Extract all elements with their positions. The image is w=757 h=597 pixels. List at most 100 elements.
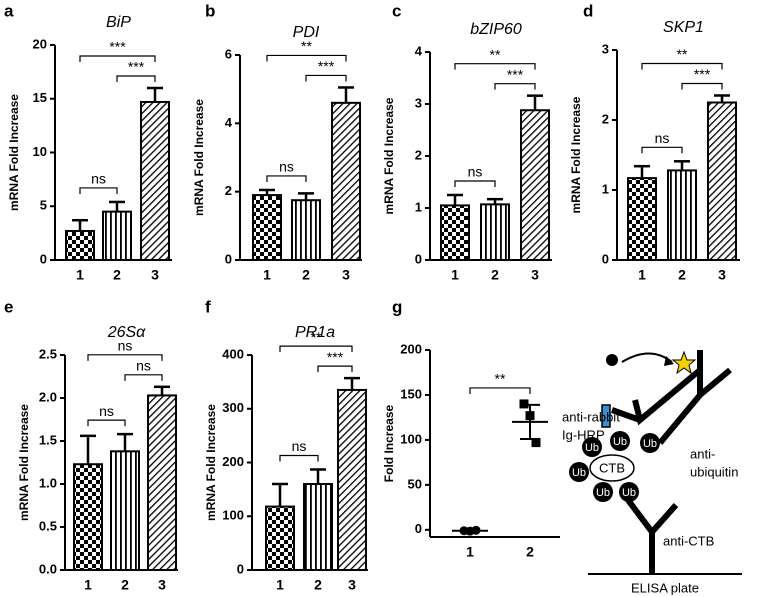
chart-title: PR1a	[295, 324, 335, 341]
panel-letter: c	[392, 1, 401, 20]
plate-label: ELISA plate	[631, 580, 699, 595]
y-tick-label: 0	[602, 251, 609, 266]
ub	[569, 462, 589, 482]
anti-ctb-antibody	[625, 498, 679, 573]
panel-letter: b	[205, 1, 215, 20]
ub-label: Ub	[643, 438, 657, 450]
anti-rabbit-antibody	[610, 367, 702, 426]
significance-label: ns	[279, 159, 294, 175]
ctb	[589, 454, 635, 482]
y-tick-label: 0	[415, 521, 422, 536]
x-tick-label: 2	[491, 267, 499, 283]
x-tick-label: 1	[276, 577, 284, 593]
y-axis-label: mRNA Fold Increase	[7, 94, 21, 211]
significance-bracket	[266, 54, 347, 62]
substrate	[606, 354, 618, 366]
bar	[303, 483, 333, 571]
significance-label: ***	[109, 39, 126, 55]
x-tick-label: 3	[718, 267, 726, 283]
significance-label: **	[301, 38, 312, 54]
significance-bracket	[317, 365, 353, 373]
y-axis-label: mRNA Fold Increase	[569, 96, 583, 213]
y-tick-label: 4	[225, 115, 233, 130]
y-tick-label: 2.0	[39, 389, 57, 404]
x-tick-label: 1	[84, 577, 92, 593]
diagram: ELISA plate anti-CTB CTB anti-rabbit Ig-…	[562, 350, 742, 595]
y-tick-label: 2	[225, 183, 232, 198]
x-tick-label: 2	[113, 267, 121, 283]
significance-label: ns	[118, 338, 133, 354]
significance-bracket	[279, 345, 353, 353]
significance-label: **	[495, 371, 506, 387]
ub-label: Ub	[572, 467, 586, 479]
significance-label: ns	[292, 438, 307, 454]
significance-bracket	[116, 75, 156, 82]
ub-group: Ub Ub Ub Ub Ub Ub	[569, 431, 660, 502]
x-tick-label: 2	[302, 267, 310, 283]
y-tick-label: 2	[415, 147, 422, 162]
product-star	[671, 350, 697, 375]
significance-bracket	[87, 354, 163, 361]
ub	[640, 433, 660, 453]
y-tick-label: 50	[408, 476, 422, 491]
significance-bracket	[305, 74, 347, 82]
bar	[440, 204, 470, 261]
significance-label: ns	[91, 171, 106, 187]
significance-label: ***	[694, 66, 711, 82]
significance-label: ***	[318, 58, 335, 74]
significance-bracket	[454, 63, 536, 70]
y-tick-label: 2.5	[39, 346, 57, 361]
ub-label: Ub	[613, 436, 627, 448]
x-tick-label: 2	[526, 544, 534, 560]
y-tick-label: 15	[33, 90, 47, 105]
y-axis-label: Fold Increase	[382, 405, 396, 483]
bar	[707, 101, 737, 261]
significance-label: ns	[99, 403, 114, 419]
significance-bracket	[681, 82, 723, 90]
panel-letter: e	[4, 297, 13, 316]
ub	[610, 431, 630, 451]
arrow-head	[664, 356, 674, 366]
anti-ubiquitin-label-1: anti-	[690, 446, 715, 461]
y-tick-label: 200	[400, 341, 422, 356]
y-tick-label: 0	[40, 251, 47, 266]
x-tick-label: 3	[151, 267, 159, 283]
bar	[102, 210, 132, 261]
y-tick-label: 6	[225, 46, 232, 61]
hrp	[601, 404, 611, 428]
y-tick-label: 3	[415, 95, 422, 110]
x-tick-label: 3	[531, 267, 539, 283]
y-tick-label: 4	[415, 43, 423, 58]
y-tick-label: 20	[33, 36, 47, 51]
chart-title: SKP1	[663, 19, 704, 36]
anti-rabbit-label-1: anti-rabbit	[562, 409, 620, 424]
significance-label: ns	[655, 130, 670, 146]
significance-bracket	[641, 146, 683, 154]
y-axis-label: mRNA Fold Increase	[192, 99, 206, 216]
y-tick-label: 100	[400, 431, 422, 446]
bar	[627, 177, 657, 262]
significance-bracket	[454, 180, 496, 187]
bar	[73, 463, 103, 571]
ub-label: Ub	[585, 442, 599, 454]
significance-label: ***	[128, 59, 145, 75]
bar	[337, 388, 367, 571]
y-tick-label: 100	[222, 508, 244, 523]
significance-label: ns	[468, 164, 483, 180]
bar	[331, 101, 361, 262]
panel-letter: d	[583, 1, 593, 20]
y-tick-label: 10	[33, 144, 47, 159]
bar	[520, 109, 550, 261]
y-tick-label: 0.0	[39, 561, 57, 576]
significance-bracket	[469, 387, 531, 394]
x-tick-label: 1	[466, 544, 474, 560]
data-point	[531, 438, 541, 448]
y-tick-label: 0	[225, 251, 232, 266]
bar	[147, 394, 177, 572]
significance-bracket	[266, 175, 307, 182]
bar	[480, 203, 510, 261]
significance-label: **	[490, 46, 501, 62]
x-tick-label: 1	[263, 267, 271, 283]
bar	[265, 505, 295, 572]
significance-label: **	[311, 329, 322, 345]
